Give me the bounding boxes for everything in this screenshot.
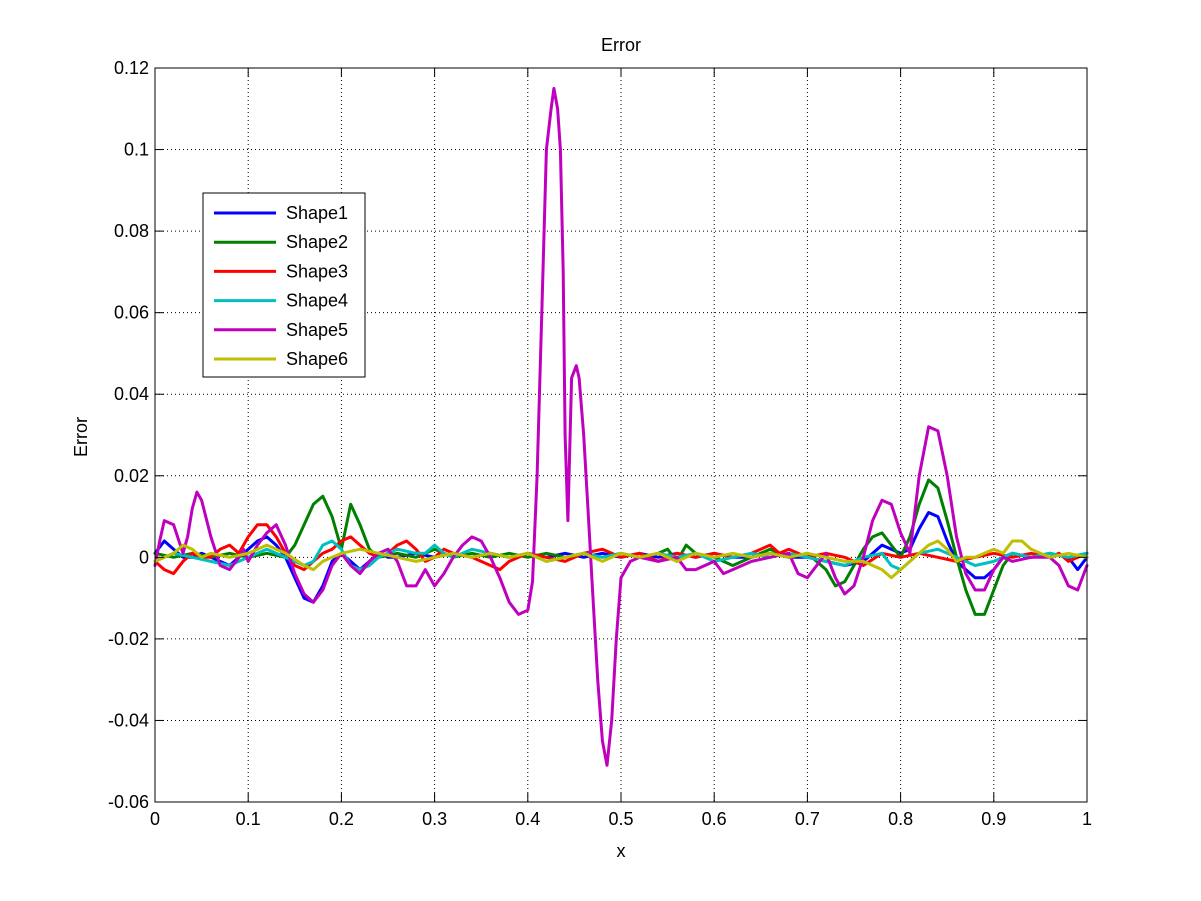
y-tick-label: 0.12 [114,58,149,78]
legend-entries: Shape1 Shape2 Shape3 Shape4 Shape5 Shape6 [214,203,348,369]
x-tick-label: 0.1 [236,809,261,829]
x-tick-label: 0.5 [608,809,633,829]
x-tick-label: 1 [1082,809,1092,829]
series-lines [153,86,1089,767]
y-tick-label: 0.04 [114,384,149,404]
y-tick-label: -0.04 [108,710,149,730]
legend-label-shape5: Shape5 [286,320,348,340]
series-line-shape5 [153,86,1089,767]
x-tick-label: 0.4 [515,809,540,829]
x-tick-label: 0.9 [981,809,1006,829]
y-tick-label: 0 [139,547,149,567]
y-tick-label: -0.06 [108,792,149,812]
chart-title: Error [601,35,641,55]
legend-label-shape2: Shape2 [286,232,348,252]
y-tick-label: 0.08 [114,221,149,241]
axis-ticks [154,67,1088,803]
legend-box [202,192,366,378]
series-line-shape6 [153,539,1089,580]
x-tick-label: 0.6 [702,809,727,829]
x-axis-label: x [617,841,626,861]
legend-label-shape4: Shape4 [286,291,348,311]
legend-label-shape3: Shape3 [286,261,348,281]
legend-label-shape1: Shape1 [286,203,348,223]
x-tick-label: 0 [150,809,160,829]
legend: Shape1 Shape2 Shape3 Shape4 Shape5 Shape6 [202,192,366,378]
y-tick-labels: -0.06 -0.04 -0.02 0 0.02 0.04 0.06 0.08 0.1 0.12 [108,58,149,812]
x-tick-label: 0.8 [888,809,913,829]
x-tick-label: 0.2 [329,809,354,829]
y-axis-label: Error [71,417,91,457]
legend-label-shape6: Shape6 [286,349,348,369]
y-tick-label: 0.02 [114,466,149,486]
y-tick-label: 0.06 [114,303,149,323]
x-tick-label: 0.7 [795,809,820,829]
y-tick-label: -0.02 [108,629,149,649]
x-tick-labels: 0 0.1 0.2 0.3 0.4 0.5 0.6 0.7 0.8 0.9 1 [150,809,1092,829]
y-tick-label: 0.1 [124,140,149,160]
x-tick-label: 0.3 [422,809,447,829]
